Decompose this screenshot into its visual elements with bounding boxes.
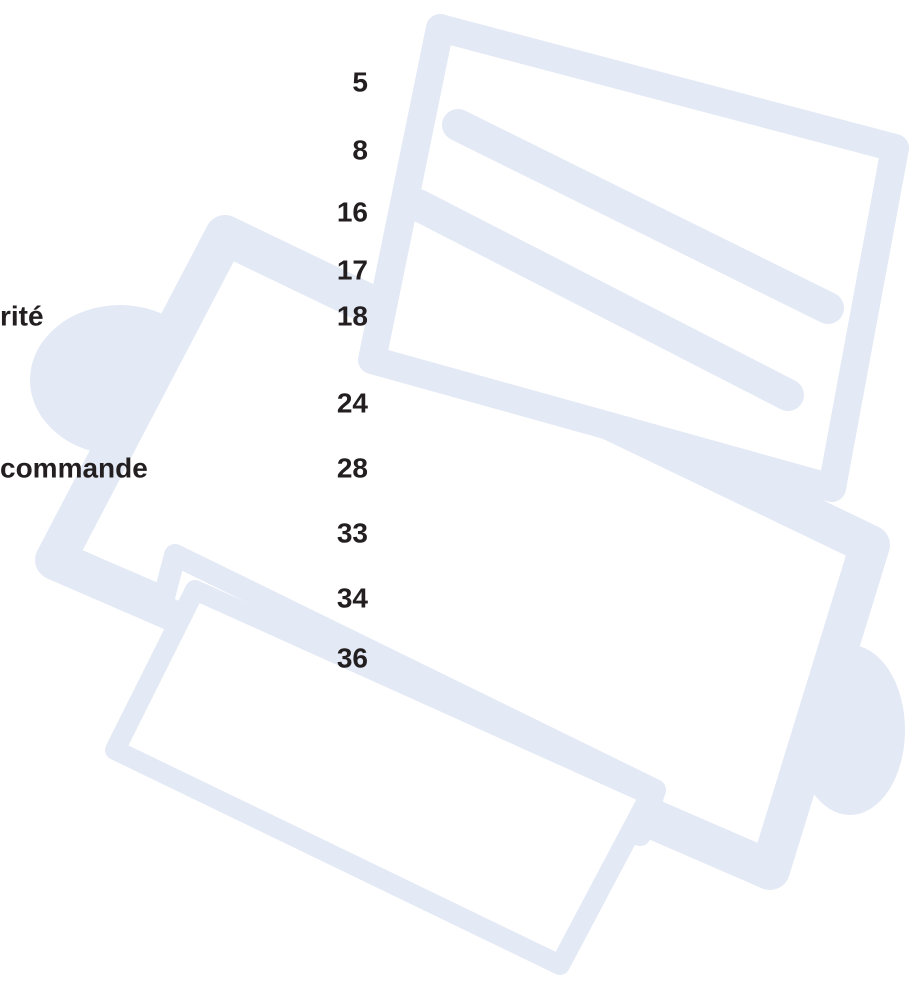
page: 581617rité1824commande28333436 (() => { …: [0, 0, 920, 989]
toc-page-number: 36: [337, 642, 368, 673]
toc-page-number: 18: [337, 300, 368, 331]
toc-title: commande: [0, 452, 148, 483]
toc-page-number: 33: [337, 517, 368, 548]
toc-page-number: 28: [337, 452, 368, 483]
toc-page-number: 24: [337, 387, 369, 418]
toc-page-number: 34: [337, 582, 369, 613]
toc-title: rité: [0, 300, 44, 331]
toc-page-number: 17: [337, 254, 368, 285]
toc-page-number: 16: [337, 196, 368, 227]
toc-page: 5 8 16 17 rité 18 24 commande 28 33 34 36: [0, 0, 920, 989]
toc-page-number: 5: [352, 66, 368, 97]
toc-page-number: 8: [352, 134, 368, 165]
printer-illustration: [30, 28, 905, 965]
